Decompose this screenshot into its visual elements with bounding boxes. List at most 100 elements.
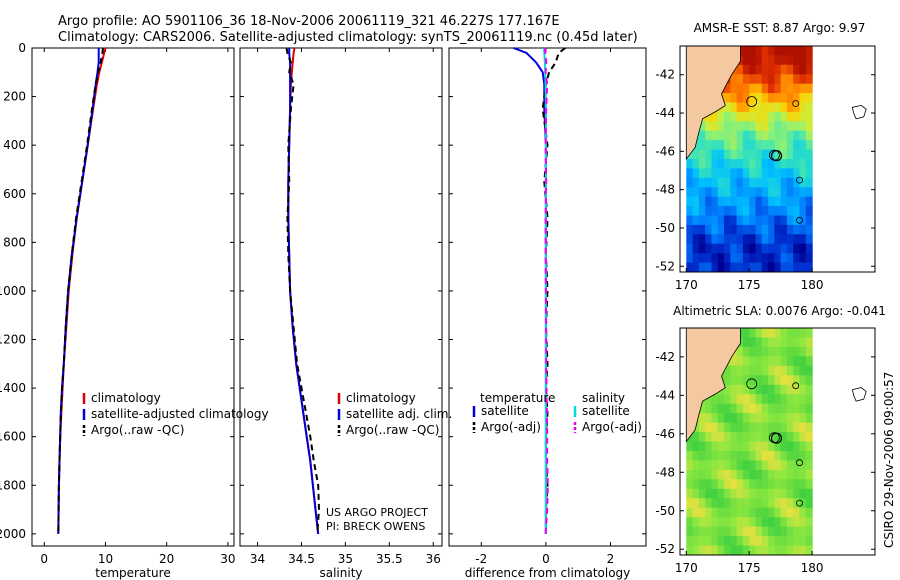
sst_map-cell [717,243,725,254]
sla_map-cell [692,479,700,490]
sst_map-xtick-label: 175 [738,278,761,292]
sla_map-cell [698,432,706,443]
sst_map-cell [755,243,763,254]
sla_map-cell [768,413,775,424]
sla_map-cell [724,526,731,537]
sla_map-cell [774,498,782,509]
sla_map-cell [724,384,731,395]
sla_map-cell [742,517,750,528]
sla_map-cell [698,517,706,528]
sst_map-cell [793,140,801,151]
sla_map-cell [805,498,813,509]
sla_map-cell [799,498,807,509]
sla_map-cell [742,375,750,386]
sst_map-cell [774,149,782,160]
sla_map-cell [736,384,744,395]
sla_map-cell [705,517,713,528]
sst_map-cell [768,121,775,132]
sla_map-cell [786,536,794,547]
sst_map-cell [724,83,731,94]
sla_map-cell [780,469,788,480]
salinity-axes-frame [239,47,443,547]
sla_map-cell [742,413,750,424]
sla_map-cell [705,545,713,555]
sst_map-cell [768,93,775,104]
sla_map-cell [705,460,713,471]
sla_map-cell [730,517,738,528]
sst_map-cell [736,196,744,207]
difference-xtick-label: 0 [542,552,550,566]
sla_map-cell [761,384,769,395]
sla_map-cell [698,441,706,452]
sst_map-cell [711,262,719,272]
temperature-xtick-label: 30 [220,552,235,566]
sla_map-cell [768,441,775,452]
sla_map-cell [711,460,719,471]
sst_map-cell [686,224,694,235]
sla_map-cell [692,526,700,537]
sst_map-cell [768,83,775,94]
sst_map-cell [805,196,813,207]
sla_map-cell [711,479,719,490]
sst_map-cell [761,102,769,113]
sla_map-cell [742,545,750,555]
sla_map-cell [799,384,807,395]
sla_map-cell [774,469,782,480]
sst_map-cell [780,55,788,66]
sla_map-cell [793,507,801,518]
sst_map-cell [786,243,794,254]
sst_map-cell [774,215,782,226]
sst_map-cell [724,111,731,122]
difference-legend-entry-label: Argo(-adj) [481,420,541,434]
sst_map-cell [736,215,744,226]
sla_map-cell [799,328,807,339]
sst_map-cell [774,102,782,113]
sst_map-cell [761,111,769,122]
sst_map-cell [736,262,744,272]
sla_map-cell [780,451,788,462]
sst_map-cell [799,149,807,160]
sla_map-cell [799,507,807,518]
depth-tick-label: 200 [3,90,26,104]
sst_map-cell [724,215,731,226]
sla_map-cell [724,403,731,414]
sst_map-cell [717,187,725,198]
sst_map-cell [774,111,782,122]
sla_map-cell [786,403,794,414]
sla_map-cell [799,337,807,348]
sst_map-cell [780,206,788,217]
sst_map-cell [742,111,750,122]
sla_map-cell [780,536,788,547]
sla_map-cell [780,507,788,518]
sla_map-cell [692,545,700,555]
sla_map-cell [780,346,788,357]
sst_map-cell [774,121,782,132]
sst_map-cell [780,46,788,56]
salinity-legend-entry-label: satellite adj. clim. [346,407,452,421]
sla_map-cell [724,507,731,518]
salinity-xtick-label: 36 [426,552,441,566]
temperature-xtick-label: 10 [98,552,113,566]
sst_map-cell [749,46,757,56]
sla_map-cell [786,479,794,490]
sst_map-cell [698,215,706,226]
sst_map-cell [711,168,719,179]
sst_map-cell [793,83,801,94]
sla_map-cell [761,356,769,367]
sla_map-cell [793,337,801,348]
sst_map-cell [786,93,794,104]
sst_map-cell [749,64,757,75]
difference-legend-entry-label: satellite [481,404,529,418]
sst_map-cell [742,83,750,94]
sla_map-cell [692,441,700,452]
sla_map-frame [679,327,876,556]
sla_map-cell [755,545,763,555]
sst_map-cell [799,215,807,226]
sla_map-cell [793,479,801,490]
sla_map-cell [761,422,769,433]
sla_map-cell [755,337,763,348]
sla_map-cell [749,517,757,528]
sla_map-cell [774,451,782,462]
sla_map-cell [698,460,706,471]
sla_map-cell [780,441,788,452]
